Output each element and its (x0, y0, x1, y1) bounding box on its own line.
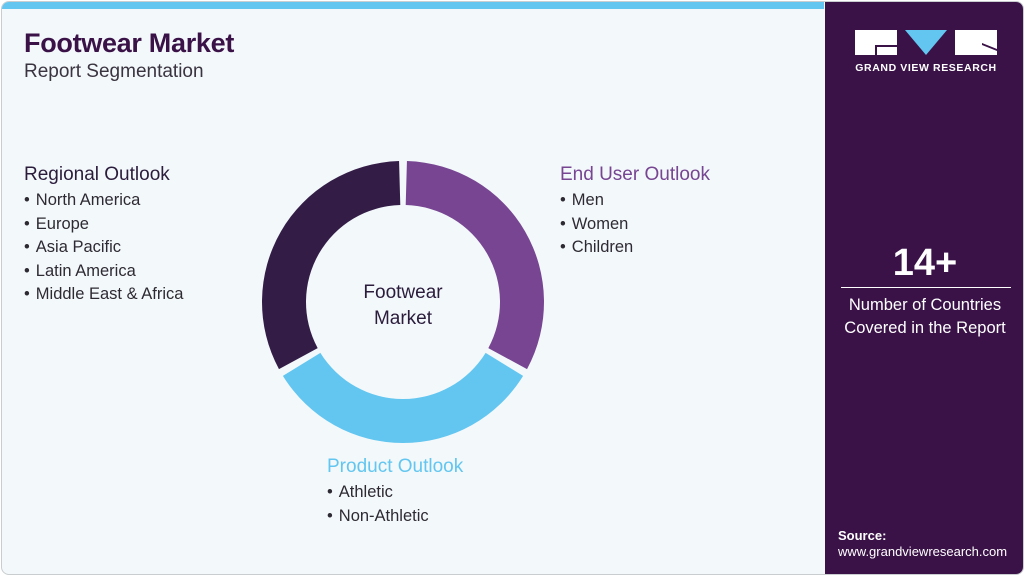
end-user-outlook-group: End User Outlook Men Women Children (560, 164, 710, 260)
donut-center-label: Footwear Market (323, 280, 483, 332)
product-outlook-group: Product Outlook Athletic Non-Athletic (327, 456, 463, 528)
page-title: Footwear Market (24, 28, 235, 58)
list-item: Men (560, 189, 710, 213)
list-item: North America (24, 189, 183, 213)
list-item: Middle East & Africa (24, 283, 184, 307)
product-outlook-heading: Product Outlook (327, 456, 464, 477)
list-item: Latin America (24, 260, 183, 284)
divider (841, 287, 1011, 288)
regional-outlook-group: Regional Outlook North America Europe As… (24, 164, 183, 307)
top-accent-bar (2, 2, 824, 9)
list-item: Women (560, 213, 710, 237)
page-subtitle: Report Segmentation (24, 61, 204, 82)
list-item: Children (560, 236, 710, 260)
center-label-line1: Footwear (363, 282, 443, 303)
source-link[interactable]: www.grandviewresearch.com (838, 544, 1008, 559)
list-item: Asia Pacific (24, 236, 183, 260)
end-user-outlook-heading: End User Outlook (560, 164, 710, 185)
donut-chart (262, 161, 544, 443)
list-item: Athletic (327, 481, 463, 505)
center-label-line2: Market (373, 308, 433, 329)
source-label: Source: (838, 528, 887, 543)
logo-text: GRAND VIEW RESEARCH (855, 62, 997, 74)
list-item: Non-Athletic (327, 505, 463, 529)
grand-view-research-logo (855, 30, 997, 55)
donut-segment-product-outlook (282, 352, 524, 443)
list-item: Europe (24, 213, 183, 237)
stat-description: Number of Countries Covered in the Repor… (825, 294, 1023, 340)
stat-value: 14+ (892, 242, 958, 284)
regional-outlook-heading: Regional Outlook (24, 164, 170, 185)
stat-line2: Covered in the Report (844, 319, 1006, 337)
stat-line1: Number of Countries (848, 296, 1002, 314)
donut-segment-end-user-outlook (405, 161, 544, 370)
donut-segment-regional-outlook (262, 161, 401, 370)
sidebar-panel (825, 2, 1023, 574)
